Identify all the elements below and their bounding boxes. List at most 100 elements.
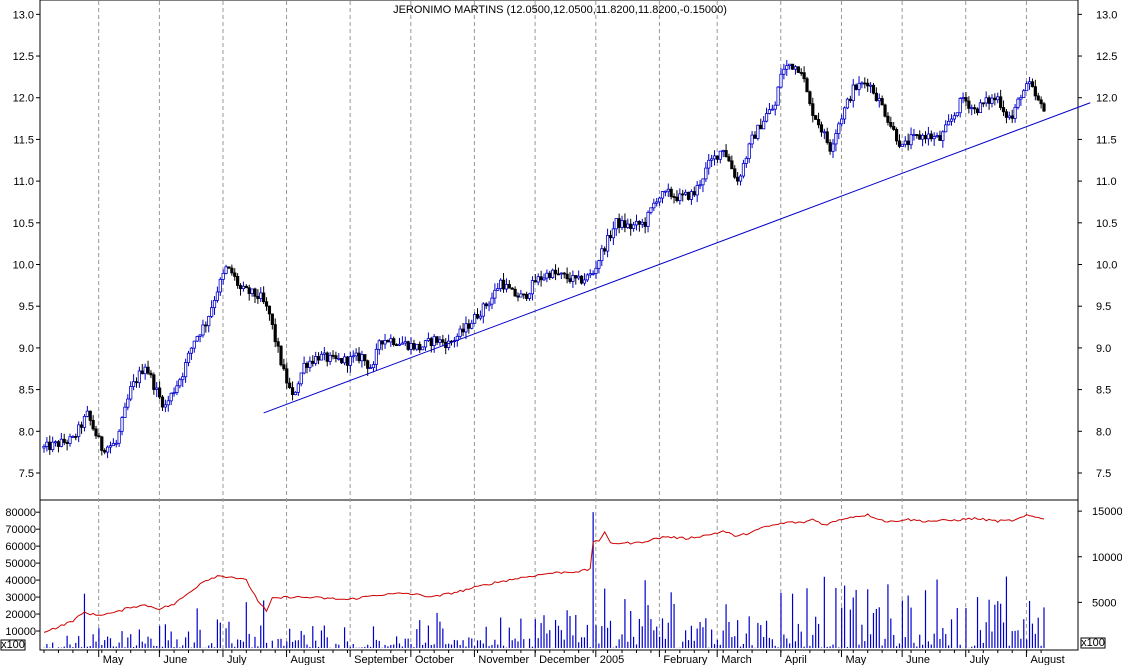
- price-bar-up: [978, 102, 983, 114]
- price-bar-up: [658, 197, 662, 203]
- price-bar-down: [816, 119, 821, 126]
- price-bar-down: [94, 428, 98, 437]
- price-bar-up: [51, 441, 55, 450]
- price-bar-down: [892, 126, 896, 130]
- price-bar-up: [614, 218, 618, 230]
- price-bar-down: [244, 285, 248, 289]
- price-bar-up: [195, 336, 199, 342]
- month-label: December: [539, 654, 590, 665]
- price-bar-down: [65, 442, 69, 444]
- price-bar-down: [62, 438, 66, 443]
- price-bar-up: [496, 288, 500, 291]
- price-bar-down: [238, 285, 243, 290]
- price-bar-down: [412, 343, 416, 350]
- price-bar-up: [634, 220, 639, 226]
- price-bar-up: [877, 98, 881, 102]
- price-bar-down: [866, 82, 870, 87]
- volume-tick-label-left: 40000: [5, 575, 36, 587]
- price-tick-label-left: 10.5: [13, 218, 34, 230]
- price-bar-up: [822, 131, 826, 134]
- price-bar-down: [681, 193, 685, 196]
- price-bar-down: [672, 196, 676, 198]
- price-bar-down: [565, 273, 569, 280]
- volume-tick-label-left: 30000: [5, 592, 36, 604]
- price-bar-down: [828, 142, 832, 152]
- price-bar-down: [311, 360, 315, 364]
- price-bar-up: [955, 112, 959, 117]
- price-bar-up: [181, 376, 185, 381]
- price-bar-down: [100, 436, 104, 451]
- price-bar-up: [175, 385, 179, 393]
- price-bar-up: [108, 445, 113, 448]
- volume-unit-label-right: x100: [1081, 637, 1105, 649]
- price-bar-down: [1004, 111, 1009, 118]
- month-label: September: [354, 654, 408, 665]
- price-bar-up: [143, 366, 147, 375]
- price-bar-up: [582, 279, 587, 284]
- price-bar-up: [718, 150, 722, 160]
- price-bar-down: [525, 294, 529, 299]
- price-bar-up: [605, 235, 610, 252]
- price-bar-down: [548, 272, 552, 278]
- price-bar-up: [689, 191, 693, 200]
- price-bar-down: [140, 370, 144, 375]
- price-bar-down: [366, 360, 370, 369]
- price-bar-down: [273, 324, 277, 343]
- price-bar-up: [984, 97, 988, 104]
- price-bar-up: [903, 140, 907, 145]
- price-bar-down: [981, 102, 985, 105]
- price-bar-up: [782, 68, 786, 75]
- price-bar-down: [48, 441, 52, 450]
- price-tick-label-right: 8.0: [1096, 426, 1111, 438]
- price-bar-down: [736, 176, 740, 182]
- price-bar-up: [767, 109, 772, 114]
- price-bar-down: [158, 387, 162, 398]
- price-bar-up: [834, 133, 838, 145]
- price-bar-down: [513, 288, 517, 297]
- price-bar-up: [663, 190, 667, 193]
- month-label: November: [478, 654, 529, 665]
- price-bar-up: [155, 387, 159, 390]
- price-bar-up: [660, 191, 665, 199]
- volume-moving-average-line: [43, 513, 1045, 633]
- price-bar-up: [423, 340, 428, 348]
- price-bar-down: [918, 134, 922, 140]
- price-bar-down: [759, 124, 763, 130]
- price-bar-up: [493, 289, 497, 299]
- price-tick-label-left: 11.0: [13, 176, 34, 188]
- plot-frame: [39, 0, 1079, 651]
- price-bar-up: [374, 348, 378, 365]
- price-bar-down: [906, 140, 910, 146]
- price-tick-label-left: 8.0: [19, 426, 34, 438]
- price-bar-up: [210, 307, 214, 317]
- price-bar-up: [840, 118, 844, 125]
- price-bar-up: [773, 104, 777, 110]
- price-bar-up: [409, 343, 413, 350]
- price-bar-up: [666, 188, 670, 192]
- price-bar-up: [82, 416, 87, 428]
- price-tick-label-right: 7.5: [1096, 468, 1111, 480]
- price-bar-down: [808, 91, 812, 105]
- price-tick-label-left: 7.5: [19, 468, 34, 480]
- price-bar-down: [380, 340, 384, 345]
- price-bar-up: [215, 291, 220, 301]
- price-bar-up: [738, 175, 743, 182]
- price-bar-up: [591, 273, 595, 275]
- price-bar-down: [874, 92, 878, 102]
- price-bar-up: [490, 297, 494, 305]
- price-bar-up: [487, 303, 491, 307]
- price-bar-up: [750, 134, 754, 145]
- price-bar-up: [1022, 90, 1026, 98]
- price-bar-up: [594, 267, 598, 274]
- volume-unit-box-left: [0, 639, 26, 651]
- price-bar-down: [264, 301, 269, 307]
- price-bar-up: [1016, 98, 1020, 108]
- price-bar-up: [545, 272, 549, 279]
- price-bar-up: [779, 73, 783, 88]
- price-bar-down: [643, 221, 647, 227]
- month-label: October: [415, 654, 454, 665]
- price-bar-up: [655, 201, 659, 204]
- price-bar-down: [802, 72, 806, 80]
- price-bar-up: [597, 260, 601, 269]
- chart-title: JERONIMO MARTINS (12.0500,12.0500,11.820…: [393, 4, 727, 16]
